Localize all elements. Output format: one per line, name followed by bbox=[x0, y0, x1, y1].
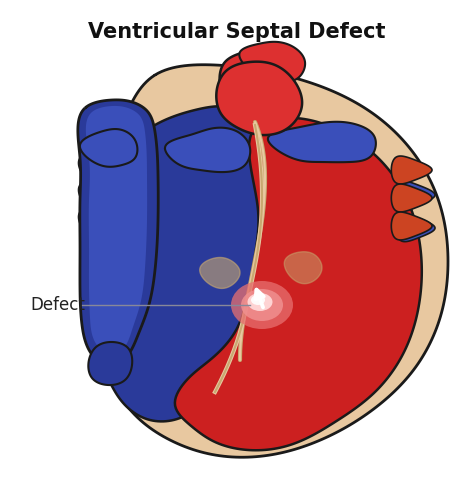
Ellipse shape bbox=[241, 289, 283, 321]
Polygon shape bbox=[219, 49, 290, 124]
Ellipse shape bbox=[247, 293, 273, 311]
Polygon shape bbox=[89, 65, 448, 457]
Polygon shape bbox=[79, 208, 110, 236]
Polygon shape bbox=[396, 214, 435, 242]
Polygon shape bbox=[396, 182, 435, 209]
Polygon shape bbox=[392, 156, 432, 184]
Polygon shape bbox=[90, 106, 268, 422]
Text: Defect: Defect bbox=[30, 296, 85, 314]
Polygon shape bbox=[268, 122, 376, 162]
Polygon shape bbox=[79, 181, 110, 210]
Polygon shape bbox=[284, 252, 322, 284]
Polygon shape bbox=[86, 106, 147, 355]
Ellipse shape bbox=[251, 295, 265, 305]
Polygon shape bbox=[79, 154, 110, 182]
Text: Ventricular Septal Defect: Ventricular Septal Defect bbox=[88, 22, 386, 42]
Polygon shape bbox=[78, 100, 158, 365]
Ellipse shape bbox=[231, 281, 293, 329]
Polygon shape bbox=[80, 129, 137, 167]
Polygon shape bbox=[165, 128, 250, 172]
Polygon shape bbox=[216, 61, 302, 135]
Polygon shape bbox=[175, 118, 422, 450]
Polygon shape bbox=[239, 42, 305, 82]
Polygon shape bbox=[88, 342, 132, 385]
Polygon shape bbox=[392, 212, 432, 240]
Polygon shape bbox=[392, 184, 432, 212]
Polygon shape bbox=[200, 257, 240, 288]
